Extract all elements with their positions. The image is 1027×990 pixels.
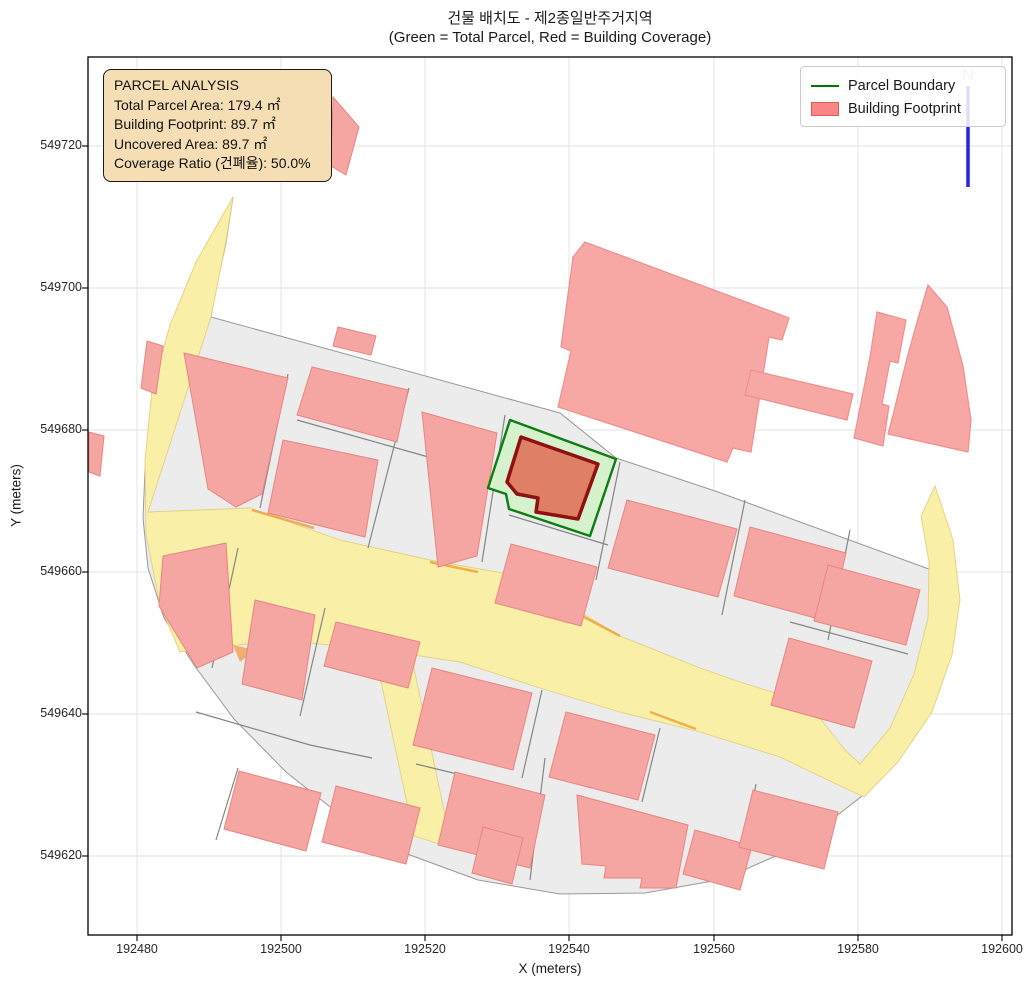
building-footprint bbox=[321, 785, 421, 865]
building-footprint bbox=[241, 599, 316, 701]
legend-item-parcel-boundary: Parcel Boundary bbox=[811, 74, 995, 97]
building-footprint bbox=[330, 95, 360, 176]
building-footprint bbox=[494, 543, 598, 627]
building-footprint bbox=[88, 431, 105, 477]
legend-label: Parcel Boundary bbox=[848, 77, 956, 94]
x-axis-label: X (meters) bbox=[518, 961, 582, 976]
building-footprint bbox=[412, 667, 533, 771]
x-tick-label: 192560 bbox=[693, 942, 735, 956]
road-accent bbox=[251, 508, 315, 530]
parcel-line bbox=[641, 727, 661, 803]
x-tick-label: 192520 bbox=[404, 942, 446, 956]
building-footprint bbox=[813, 564, 921, 646]
legend-label: Building Footprint bbox=[848, 100, 961, 117]
x-tick-label: 192540 bbox=[548, 942, 590, 956]
building-footprint bbox=[158, 542, 234, 669]
y-tick-label: 549700 bbox=[40, 280, 82, 294]
x-tick-label: 192500 bbox=[260, 942, 302, 956]
parcel-line bbox=[508, 514, 609, 546]
building-footprint bbox=[267, 439, 379, 538]
chart-title: 건물 배치도 - 제2종일반주거지역 bbox=[447, 10, 653, 27]
coverage-ratio: Coverage Ratio (건폐율): 50.0% bbox=[114, 155, 311, 172]
building-footprint bbox=[323, 621, 421, 689]
chart-subtitle: (Green = Total Parcel, Red = Building Co… bbox=[388, 29, 712, 46]
building-footprint bbox=[576, 794, 689, 889]
y-axis-label: Y (meters) bbox=[8, 464, 24, 527]
building-footprint bbox=[738, 789, 839, 870]
parcel-line bbox=[299, 607, 326, 717]
parcel-line bbox=[195, 711, 373, 759]
building-footprint bbox=[471, 826, 524, 885]
parcel-line bbox=[789, 621, 909, 655]
building-footprint bbox=[183, 352, 289, 508]
building-footprint-large bbox=[887, 283, 972, 453]
parcel-analysis-box: PARCEL ANALYSIS Total Parcel Area: 179.4… bbox=[103, 69, 332, 182]
parcel-analysis-title: PARCEL ANALYSIS bbox=[114, 77, 240, 93]
green-line-swatch bbox=[811, 84, 839, 87]
building-footprint-large bbox=[853, 311, 907, 447]
legend: Parcel Boundary Building Footprint bbox=[800, 66, 1006, 127]
y-tick-label: 549620 bbox=[40, 848, 82, 862]
y-tick-label: 549640 bbox=[40, 706, 82, 720]
building-footprint bbox=[332, 326, 377, 356]
building-footprint bbox=[223, 770, 322, 852]
parcel-line bbox=[296, 419, 433, 459]
building-footprint bbox=[421, 411, 498, 568]
x-tick-label: 192580 bbox=[837, 942, 879, 956]
road-accent bbox=[649, 710, 697, 731]
building-footprint-area: Building Footprint: 89.7 ㎡ bbox=[114, 116, 276, 133]
y-tick-label: 549660 bbox=[40, 564, 82, 578]
parcel-line bbox=[595, 461, 621, 581]
building-footprint bbox=[682, 829, 753, 891]
total-parcel-area: Total Parcel Area: 179.4 ㎡ bbox=[114, 96, 281, 113]
axes-frame bbox=[87, 56, 1013, 936]
parcel-line bbox=[521, 689, 543, 779]
y-tick-label: 549720 bbox=[40, 138, 82, 152]
y-tick-label: 549680 bbox=[40, 422, 82, 436]
building-footprint-large bbox=[557, 241, 790, 463]
highlight-building bbox=[505, 435, 600, 521]
x-tick-label: 192480 bbox=[116, 942, 158, 956]
parcel-line bbox=[721, 499, 746, 616]
building-footprint bbox=[548, 711, 656, 801]
building-footprint-large bbox=[744, 369, 854, 421]
building-footprint bbox=[607, 499, 738, 598]
legend-item-building-footprint: Building Footprint bbox=[811, 97, 995, 120]
building-footprint bbox=[770, 637, 873, 729]
uncovered-area: Uncovered Area: 89.7 ㎡ bbox=[114, 135, 268, 152]
x-tick-label: 192600 bbox=[981, 942, 1023, 956]
red-patch-swatch bbox=[811, 101, 839, 116]
building-footprint bbox=[296, 366, 409, 443]
building-footprint bbox=[140, 340, 164, 395]
parcel-line bbox=[215, 767, 239, 841]
